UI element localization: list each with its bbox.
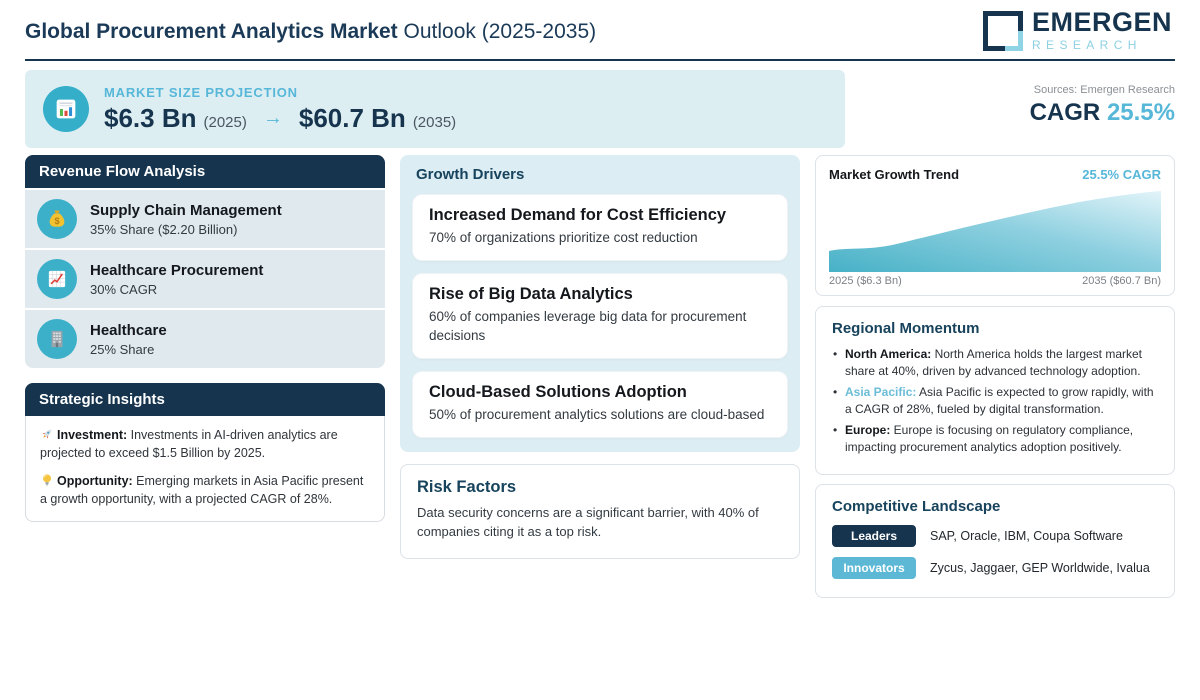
page-title-rest: Outlook (2025-2035) [397, 20, 597, 43]
end-year: (2035) [412, 113, 457, 131]
revenue-flow-panel: Revenue Flow Analysis $ Supply Chain Man… [25, 155, 385, 368]
trend-header: Market Growth Trend 25.5% CAGR [829, 167, 1161, 182]
trend-label-end: 2035 ($60.7 Bn) [1082, 275, 1161, 287]
list-item: Asia Pacific: Asia Pacific is expected t… [832, 384, 1158, 419]
strategic-insights-panel: Strategic Insights Investment: Investmen… [25, 383, 385, 522]
region-label: Europe: [845, 422, 891, 437]
leaders-companies: SAP, Oracle, IBM, Coupa Software [930, 529, 1123, 544]
list-item: Leaders SAP, Oracle, IBM, Coupa Software [832, 525, 1158, 548]
emergen-logo-text: EMERGEN RESEARCH [1031, 7, 1172, 53]
trend-label-start: 2025 ($6.3 Bn) [829, 275, 902, 287]
banner-text: MARKET SIZE PROJECTION $6.3 Bn (2025) → … [104, 85, 456, 134]
left-column: Revenue Flow Analysis $ Supply Chain Man… [25, 155, 385, 522]
driver-text: 50% of procurement analytics solutions a… [429, 406, 765, 422]
insight-label: Opportunity: [57, 474, 133, 488]
emergen-logo: EMERGEN RESEARCH [982, 7, 1172, 53]
region-text: North America holds the largest market s… [845, 347, 1143, 379]
arrow-right-icon: → [262, 106, 283, 129]
regional-momentum-title: Regional Momentum [832, 320, 980, 337]
start-year: (2025) [203, 113, 247, 131]
list-item: Healthcare Procurement 30% CAGR [25, 250, 385, 308]
competitive-landscape-title: Competitive Landscape [832, 498, 1001, 516]
innovators-badge: Innovators [832, 557, 916, 580]
list-item: North America: North America holds the l… [832, 346, 1158, 381]
driver-card: Increased Demand for Cost Efficiency 70%… [412, 194, 788, 261]
item-subtitle: 35% Share ($2.20 Billion) [90, 221, 238, 237]
revenue-flow-header: Revenue Flow Analysis [25, 155, 385, 188]
driver-text: 60% of companies leverage big data for p… [429, 308, 747, 343]
item-text: Healthcare 25% Share [90, 322, 167, 357]
strategic-insights-header: Strategic Insights [25, 383, 385, 416]
innovators-companies: Zycus, Jaggaer, GEP Worldwide, Ivalua [930, 561, 1150, 576]
item-title: Healthcare [90, 321, 167, 339]
list-item: Europe: Europe is focusing on regulatory… [832, 422, 1158, 457]
insight-text: Investments in AI-driven analytics are p… [40, 428, 338, 460]
risk-factors-title: Risk Factors [417, 477, 517, 496]
list-item: $ Supply Chain Management 35% Share ($2.… [25, 190, 385, 248]
insight-item: Opportunity: Emerging markets in Asia Pa… [40, 473, 370, 508]
middle-column: Growth Drivers Increased Demand for Cost… [400, 155, 800, 559]
insight-item: Investment: Investments in AI-driven ana… [40, 427, 370, 462]
start-value: $6.3 Bn [104, 102, 197, 133]
market-growth-trend-card: Market Growth Trend 25.5% CAGR 202 [815, 155, 1175, 296]
logo-name: EMERGEN [1031, 7, 1172, 37]
region-text: Asia Pacific is expected to grow rapidly… [845, 384, 1154, 417]
trend-title: Market Growth Trend [829, 167, 960, 182]
logo-subname: RESEARCH [1031, 38, 1142, 52]
driver-title: Rise of Big Data Analytics [429, 284, 633, 303]
growth-drivers-panel: Growth Drivers Increased Demand for Cost… [400, 155, 800, 452]
cagr-label: CAGR [1029, 99, 1101, 126]
rocket-icon [42, 429, 52, 439]
region-label: North America: [845, 347, 932, 361]
region-text: Europe is focusing on regulatory complia… [845, 422, 1134, 454]
right-column: Market Growth Trend 25.5% CAGR 202 [815, 155, 1175, 599]
growth-drivers-header: Growth Drivers [416, 166, 525, 183]
driver-text: 70% of organizations prioritize cost red… [429, 230, 698, 245]
item-subtitle: 30% CAGR [90, 281, 158, 297]
insight-text: Emerging markets in Asia Pacific present… [40, 474, 364, 506]
item-title: Healthcare Procurement [90, 261, 264, 279]
cagr-row: CAGR 25.5% [1030, 99, 1175, 127]
item-subtitle: 25% Share [90, 341, 155, 357]
driver-card: Cloud-Based Solutions Adoption 50% of pr… [412, 370, 788, 438]
driver-card: Rise of Big Data Analytics 60% of compan… [412, 272, 788, 359]
leaders-badge: Leaders [832, 525, 916, 548]
page-title-bold: Global Procurement Analytics Market [25, 20, 398, 43]
regional-momentum-card: Regional Momentum North America: North A… [815, 306, 1175, 476]
driver-title: Increased Demand for Cost Efficiency [429, 206, 727, 224]
emergen-logo-icon [982, 10, 1023, 51]
region-label: Asia Pacific: [845, 384, 917, 399]
page-title: Global Procurement Analytics Market Outl… [25, 20, 596, 44]
area-chart [829, 190, 1161, 272]
banner-side: Sources: Emergen Research CAGR 25.5% [1030, 84, 1175, 127]
risk-factors-card: Risk Factors Data security concerns are … [400, 463, 800, 559]
banner-label: MARKET SIZE PROJECTION [104, 84, 298, 100]
building-icon [37, 319, 77, 359]
item-title: Supply Chain Management [90, 201, 282, 219]
bulb-icon [42, 474, 52, 486]
item-text: Healthcare Procurement 30% CAGR [90, 262, 263, 297]
list-item: Healthcare 25% Share [25, 310, 385, 368]
trend-axis-labels: 2025 ($6.3 Bn) 2035 ($60.7 Bn) [829, 275, 1161, 287]
competitive-landscape-card: Competitive Landscape Leaders SAP, Oracl… [815, 484, 1175, 599]
trend-cagr-badge: 25.5% CAGR [1082, 167, 1161, 182]
driver-title: Cloud-Based Solutions Adoption [429, 382, 687, 401]
svg-text:$: $ [54, 216, 59, 226]
item-text: Supply Chain Management 35% Share ($2.20… [90, 202, 282, 237]
insight-label: Investment: [57, 428, 128, 442]
header-divider [25, 59, 1175, 61]
sources-note: Sources: Emergen Research [1033, 84, 1175, 96]
regional-list: North America: North America holds the l… [832, 346, 1158, 456]
money-bag-icon: $ [37, 199, 77, 239]
cagr-value: 25.5% [1106, 99, 1175, 126]
market-size-banner: MARKET SIZE PROJECTION $6.3 Bn (2025) → … [25, 70, 845, 148]
banner-values: $6.3 Bn (2025) → $60.7 Bn (2035) [104, 103, 456, 134]
trend-chart-icon [37, 259, 77, 299]
risk-factors-text: Data security concerns are a significant… [417, 504, 759, 540]
bar-chart-icon [43, 86, 89, 132]
end-value: $60.7 Bn [298, 102, 406, 133]
list-item: Innovators Zycus, Jaggaer, GEP Worldwide… [832, 557, 1158, 580]
strategic-insights-body: Investment: Investments in AI-driven ana… [25, 416, 385, 522]
